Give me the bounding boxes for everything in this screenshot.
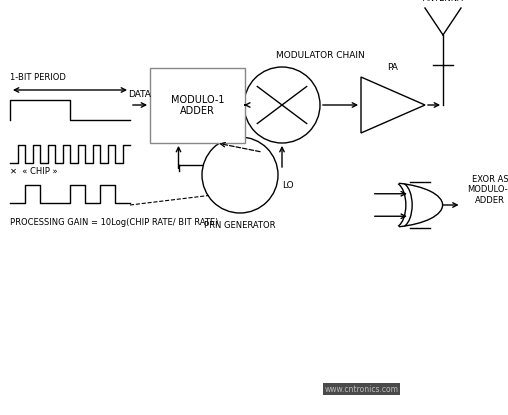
Text: ANTENNA: ANTENNA (423, 0, 463, 3)
Text: MODULO-1
ADDER: MODULO-1 ADDER (171, 95, 224, 116)
Text: www.cntronics.com: www.cntronics.com (325, 385, 399, 394)
Circle shape (202, 137, 278, 213)
Text: EXOR AS
MODULO-1
ADDER: EXOR AS MODULO-1 ADDER (467, 175, 508, 205)
Circle shape (244, 67, 320, 143)
Polygon shape (361, 77, 425, 133)
Text: PA: PA (388, 63, 398, 72)
FancyBboxPatch shape (150, 68, 245, 143)
Text: 1-BIT PERIOD: 1-BIT PERIOD (10, 73, 66, 82)
Text: PROCESSING GAIN = 10Log(CHIP RATE/ BIT RATE): PROCESSING GAIN = 10Log(CHIP RATE/ BIT R… (10, 218, 218, 227)
Text: LO: LO (282, 181, 294, 190)
Text: MODULATOR CHAIN: MODULATOR CHAIN (276, 51, 364, 59)
Text: DATA: DATA (129, 90, 151, 99)
Text: PRN GENERATOR: PRN GENERATOR (204, 221, 276, 230)
Text: ✕  « CHIP »: ✕ « CHIP » (10, 167, 57, 176)
